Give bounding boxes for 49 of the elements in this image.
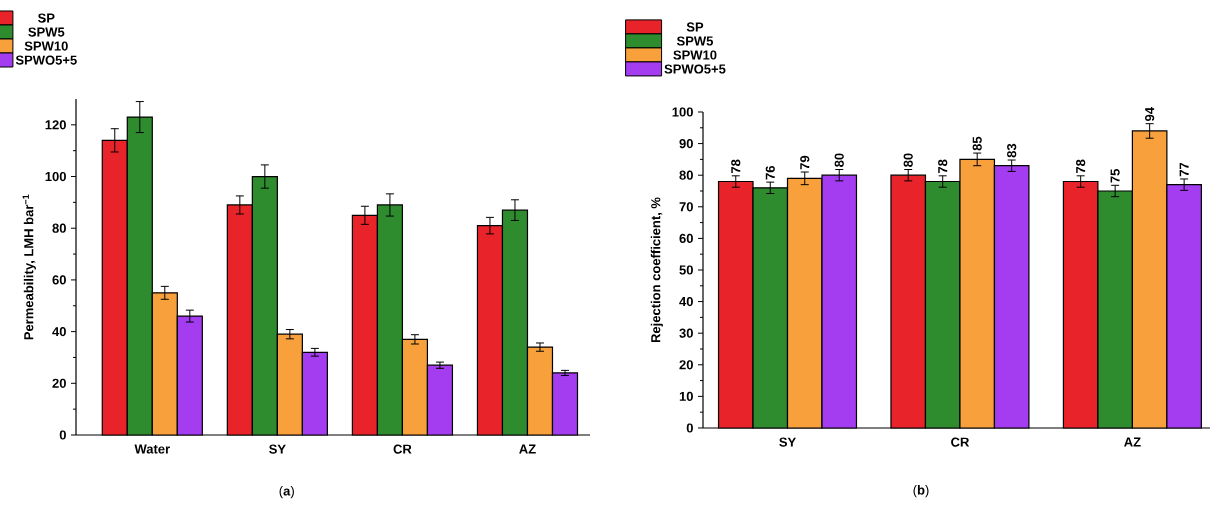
y-tick-label: 70 <box>679 202 693 212</box>
y-tick-label: 20 <box>679 360 693 370</box>
y-tick-label: 80 <box>52 223 66 233</box>
y-axis-title: Rejection coefficient, % <box>650 197 663 343</box>
y-tick-label: 40 <box>679 296 693 307</box>
legend-label: SPW10 <box>24 41 68 51</box>
y-tick-label: 40 <box>52 327 66 337</box>
y-tick-label: 90 <box>679 138 693 149</box>
data-label: 80 <box>903 153 913 167</box>
x-tick-label: AZ <box>519 444 536 454</box>
y-tick-label: 60 <box>52 275 66 285</box>
data-label: 76 <box>765 165 775 180</box>
y-tick-label: 30 <box>679 328 693 338</box>
y-tick-label: 20 <box>52 378 66 388</box>
x-tick-label: AZ <box>1124 437 1141 447</box>
y-axis-title: Permeability, LMH bar$^{−1}$ <box>22 194 36 340</box>
legend-label: SP <box>686 22 704 32</box>
legend-label: SP <box>38 13 55 23</box>
x-tick-label: CR <box>951 437 970 447</box>
data-label: 75 <box>1110 169 1120 183</box>
text: (b) <box>913 485 929 498</box>
legend-label: SPWO5+5 <box>664 64 726 74</box>
legend-label: SPWO5+5 <box>15 55 77 65</box>
text: (a) <box>279 486 294 499</box>
data-label: 78 <box>731 159 741 174</box>
y-tick-label: 0 <box>686 423 693 433</box>
data-label: 78 <box>938 159 948 174</box>
y-tick-label: 80 <box>679 170 693 180</box>
legend-label: SPW5 <box>28 27 65 37</box>
y-tick-label: 60 <box>679 233 693 243</box>
data-label: 83 <box>1007 143 1017 158</box>
y-tick-label: 0 <box>59 430 66 440</box>
y-tick-label: 10 <box>679 391 693 401</box>
x-tick-label: Water <box>134 444 170 454</box>
data-label: 94 <box>1145 107 1155 122</box>
y-tick-label: 120 <box>45 120 66 130</box>
x-tick-label: SY <box>779 437 796 447</box>
data-label: 78 <box>1076 159 1086 174</box>
legend-label: SPW10 <box>673 50 717 60</box>
data-label: 79 <box>800 155 810 170</box>
legend-label: SPW5 <box>676 36 714 46</box>
y-tick-label: 100 <box>45 171 66 182</box>
data-label: 77 <box>1179 162 1189 177</box>
y-tick-label: 50 <box>679 265 693 275</box>
data-label: 85 <box>972 136 982 151</box>
y-tick-label: 100 <box>672 107 693 117</box>
x-tick-label: SY <box>269 444 286 454</box>
data-label: 80 <box>834 153 844 167</box>
x-tick-label: CR <box>393 444 412 454</box>
